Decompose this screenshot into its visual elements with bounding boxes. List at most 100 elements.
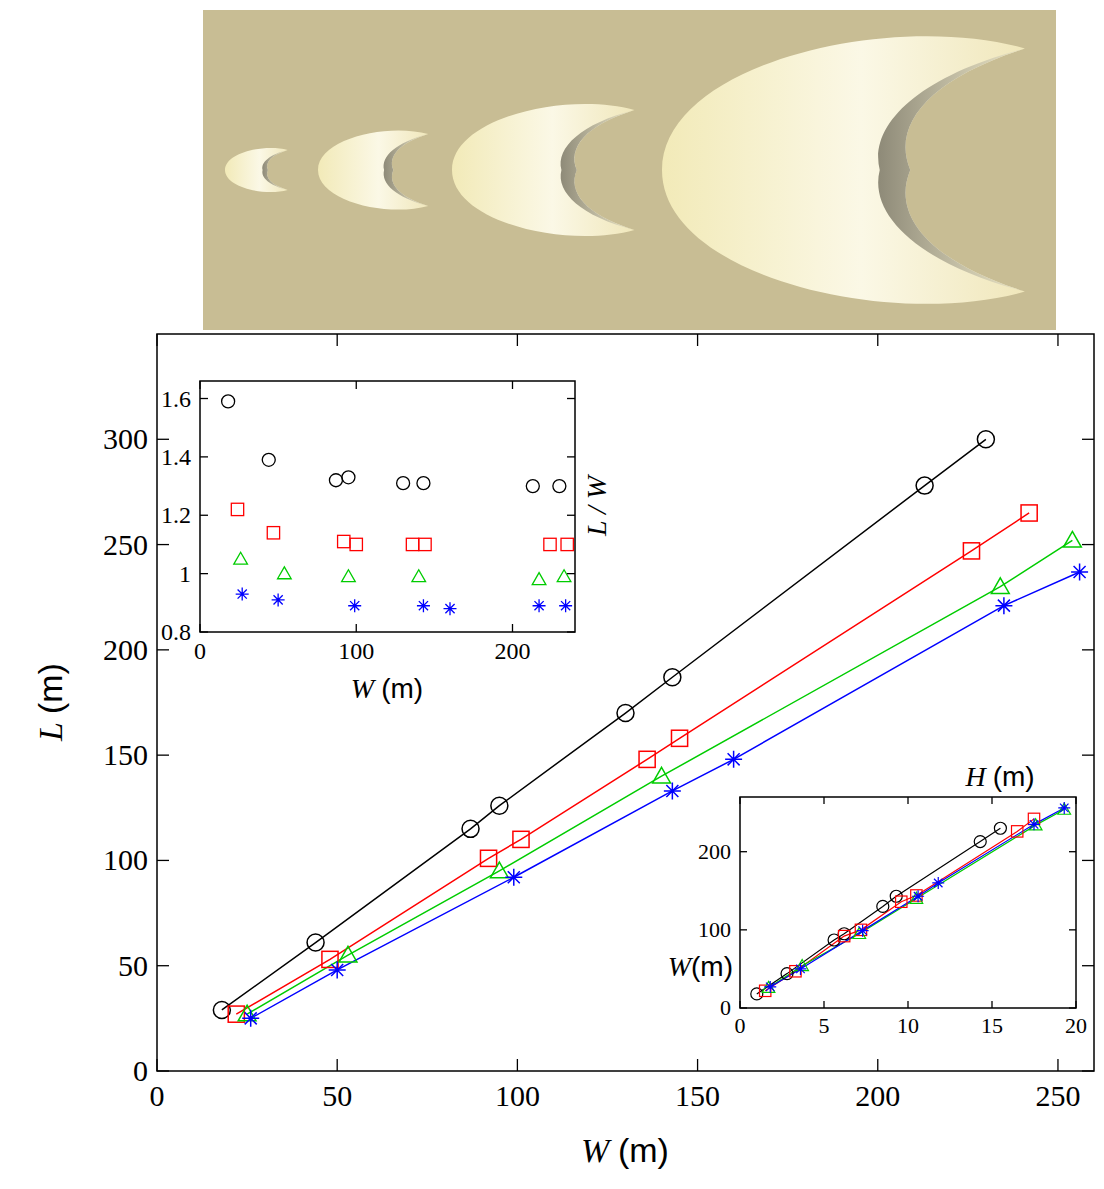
data-point xyxy=(781,968,793,980)
dune xyxy=(225,148,288,192)
x-tick-top xyxy=(1075,797,1076,804)
y-tick-label: 200 xyxy=(698,839,731,864)
x-tick xyxy=(739,1001,740,1008)
data-point xyxy=(838,930,849,941)
x-tick xyxy=(823,1001,824,1008)
x-tick-label: 10 xyxy=(897,1013,919,1038)
data-point xyxy=(995,597,1012,614)
y-tick-right xyxy=(567,515,575,516)
y-tick xyxy=(200,398,208,399)
data-point xyxy=(751,988,763,1000)
data-point xyxy=(329,961,346,978)
data-point xyxy=(916,477,933,494)
dune-body xyxy=(318,130,428,209)
data-point xyxy=(322,951,338,967)
data-point xyxy=(1071,563,1088,580)
data-point xyxy=(397,477,410,490)
x-tick xyxy=(907,1001,908,1008)
x-tick-label: 0 xyxy=(150,1079,165,1112)
plot-frame xyxy=(157,334,1094,1071)
x-tick-label: 0 xyxy=(194,638,206,664)
data-point xyxy=(231,503,243,515)
y-tick-label: 1.6 xyxy=(161,386,191,412)
data-point xyxy=(417,477,430,490)
y-tick-right xyxy=(567,456,575,457)
data-point xyxy=(561,538,573,550)
x-axis-title: H (m) xyxy=(964,761,1034,792)
data-point xyxy=(794,963,806,975)
data-point xyxy=(329,474,342,487)
dune-body xyxy=(662,36,1025,304)
y-axis-title: W(m) xyxy=(668,951,733,982)
y-tick-label: 250 xyxy=(103,528,148,561)
series-line xyxy=(765,819,1034,991)
chart-0: 050100150200250050100150200250300W (m)L … xyxy=(31,334,1094,1169)
y-tick xyxy=(157,1070,169,1071)
data-point xyxy=(857,925,869,937)
x-tick-top xyxy=(697,334,698,346)
y-tick-label: 150 xyxy=(103,738,148,771)
data-point xyxy=(1063,531,1081,547)
x-tick xyxy=(337,1059,338,1071)
data-point xyxy=(234,552,248,564)
series-line xyxy=(251,572,1080,1018)
y-tick xyxy=(740,929,747,930)
chart-1: 01002000.811.21.41.6W (m)L / W xyxy=(161,381,612,704)
data-point xyxy=(350,538,362,550)
data-point xyxy=(671,730,687,746)
x-tick xyxy=(1075,1001,1076,1008)
y-tick xyxy=(200,456,208,457)
x-tick-label: 100 xyxy=(338,638,374,664)
x-tick-label: 0 xyxy=(735,1013,746,1038)
y-tick-label: 200 xyxy=(103,633,148,666)
y-tick-label: 100 xyxy=(103,843,148,876)
data-point xyxy=(877,900,889,912)
y-tick xyxy=(157,544,169,545)
y-tick-label: 100 xyxy=(698,917,731,942)
data-point xyxy=(963,543,979,559)
data-point xyxy=(480,850,496,866)
dune-slip-face xyxy=(878,48,1025,291)
data-point xyxy=(242,1010,259,1027)
y-tick-right xyxy=(1082,649,1094,650)
data-point xyxy=(533,599,546,612)
dune xyxy=(318,130,428,209)
y-tick xyxy=(157,439,169,440)
y-tick-label: 50 xyxy=(118,949,148,982)
y-tick xyxy=(157,649,169,650)
x-tick xyxy=(697,1059,698,1071)
data-point xyxy=(1012,826,1023,837)
dune xyxy=(662,36,1025,304)
dune-body xyxy=(225,148,288,192)
x-tick-label: 15 xyxy=(981,1013,1003,1038)
plot-frame xyxy=(200,381,575,632)
x-tick-top xyxy=(877,334,878,346)
y-tick-right xyxy=(1082,544,1094,545)
data-point xyxy=(912,890,924,902)
plot-background xyxy=(200,381,575,632)
x-tick-label: 150 xyxy=(675,1079,720,1112)
data-point xyxy=(932,877,944,889)
y-axis-title: L / W xyxy=(581,473,612,537)
plot-data xyxy=(751,802,1071,1000)
y-tick xyxy=(157,754,169,755)
dune-body xyxy=(452,104,634,236)
x-tick xyxy=(991,1001,992,1008)
x-tick-label: 20 xyxy=(1065,1013,1087,1038)
data-point xyxy=(977,431,994,448)
series-line xyxy=(770,808,1064,987)
dune-slip-face xyxy=(384,134,429,206)
data-point xyxy=(639,751,655,767)
plot-background xyxy=(740,797,1076,1008)
y-tick xyxy=(740,851,747,852)
data-point xyxy=(653,767,671,783)
data-point xyxy=(991,578,1009,594)
x-axis-title: W (m) xyxy=(351,673,423,704)
x-tick-top xyxy=(907,797,908,804)
data-point xyxy=(444,602,457,615)
data-point xyxy=(526,480,539,493)
plot-background xyxy=(157,334,1094,1071)
x-axis-title: W (m) xyxy=(581,1131,669,1169)
data-point xyxy=(338,535,350,547)
data-point xyxy=(1021,505,1037,521)
